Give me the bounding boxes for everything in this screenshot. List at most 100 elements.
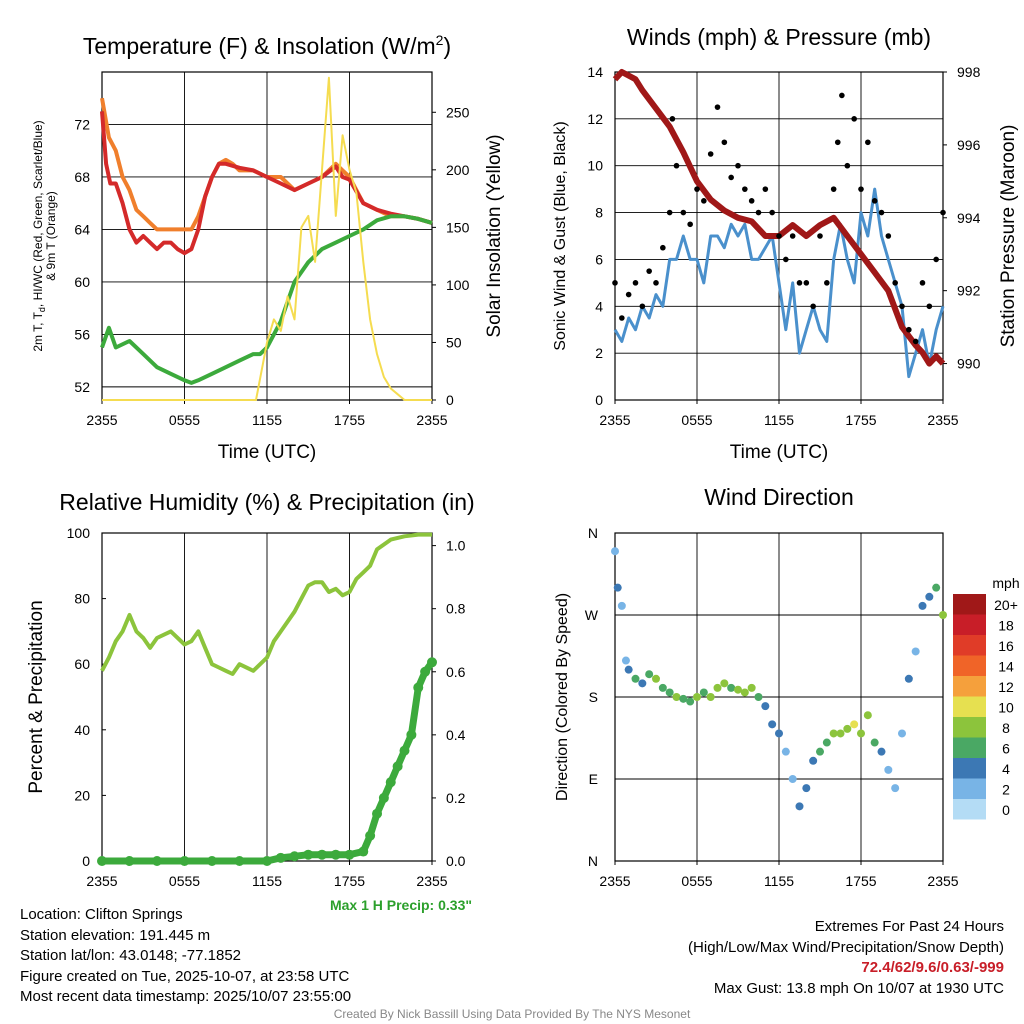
legend-swatch: [953, 594, 986, 615]
gust-point: [803, 280, 810, 286]
x-tick-label: 0555: [681, 873, 712, 889]
precip-point: [406, 729, 417, 740]
y-tick-label: 2: [595, 345, 603, 361]
direction-point: [645, 670, 654, 679]
gust-point: [912, 338, 919, 345]
y-tick-label: 100: [67, 525, 91, 541]
extremes-values: 72.4/62/9.6/0.63/-999: [861, 959, 1004, 976]
direction-point: [775, 729, 783, 738]
y2-tick-label: 0.6: [446, 664, 466, 680]
precip-point: [179, 856, 190, 866]
legend-swatch: [953, 778, 986, 799]
gust-point: [834, 139, 841, 146]
legend-swatch: [953, 676, 986, 697]
direction-point: [822, 738, 831, 747]
precip-point: [378, 792, 389, 803]
series-line-td: [100, 214, 433, 385]
gust-point: [735, 162, 741, 169]
gust-point: [632, 280, 639, 286]
gust-point: [714, 104, 721, 110]
direction-point: [829, 729, 838, 738]
direction-point: [740, 688, 749, 697]
direction-point: [621, 656, 630, 665]
y-axis-label: Sonic Wind & Gust (Blue, Black): [552, 121, 569, 350]
direction-point: [713, 683, 722, 692]
gust-point: [796, 280, 803, 286]
created-text: Figure created on Tue, 2025-10-07, at 23…: [20, 967, 350, 985]
precip-point: [420, 666, 431, 677]
precip-point: [275, 852, 286, 863]
legend-label: 4: [1002, 761, 1010, 777]
precip-point: [358, 846, 369, 857]
x-tick-label: 2355: [599, 873, 630, 889]
direction-point: [747, 683, 756, 692]
y-tick-label: 60: [74, 656, 90, 672]
precip-point: [385, 777, 396, 788]
direction-point: [617, 601, 626, 610]
precip-point: [234, 856, 245, 866]
direction-point: [925, 592, 934, 601]
chart-title: Relative Humidity (%) & Precipitation (i…: [59, 489, 474, 515]
direction-point: [706, 693, 715, 701]
x-tick-label: 2355: [416, 873, 447, 889]
gust-point: [755, 209, 762, 216]
direction-point: [652, 674, 660, 683]
precip-point: [262, 856, 272, 866]
legend-label: 6: [1002, 741, 1010, 757]
direction-point: [857, 729, 865, 738]
gust-point: [933, 256, 939, 263]
gust-point: [707, 151, 714, 157]
legend-label: 0: [1002, 802, 1010, 818]
direction-point: [699, 688, 708, 697]
y2-axis-label: Solar Insolation (Yellow): [484, 134, 505, 337]
y-tick-label: 12: [587, 111, 603, 127]
legend-title: mph: [992, 575, 1019, 591]
gust-point: [680, 209, 687, 216]
x-axis-label: Time (UTC): [730, 442, 829, 463]
x-tick-label: 1755: [845, 412, 876, 428]
winds-panel: 0 2 4 6 8 10 12 14 990 992 994 996 998 2355 0555 1155 17…: [552, 24, 1019, 463]
y2-tick-label: 994: [957, 210, 981, 226]
direction-point: [686, 697, 695, 706]
legend-label: 12: [998, 679, 1014, 695]
extremes-subtitle: (High/Low/Max Wind/Precipitation/Snow De…: [688, 938, 1004, 956]
gust-point: [892, 280, 898, 286]
precip-point: [152, 856, 162, 866]
gust-point: [625, 291, 632, 298]
y2-tick-label: 0.2: [446, 790, 466, 806]
gust-point: [871, 198, 878, 204]
y2-tick-label: 0.8: [446, 601, 466, 617]
y-tick-label: 72: [74, 116, 90, 132]
direction-point: [891, 784, 900, 793]
gust-point: [926, 303, 933, 310]
direction-point: [781, 747, 790, 756]
gust-point: [653, 280, 659, 286]
precip-point: [124, 856, 135, 866]
y2-tick-label: 100: [446, 277, 470, 293]
y-tick-label: 8: [595, 205, 603, 221]
legend-swatch: [953, 758, 986, 779]
direction-point: [624, 665, 633, 674]
gust-point: [728, 174, 734, 181]
direction-point: [816, 747, 824, 756]
credit-text: Created By Nick Bassill Using Data Provi…: [333, 1007, 691, 1021]
y2-tick-label: 0: [446, 392, 454, 408]
x-tick-label: 2355: [927, 412, 958, 428]
y2-tick-label: 992: [957, 283, 981, 299]
gust-point: [817, 233, 823, 239]
legend-label: 14: [998, 659, 1014, 675]
y-tick-label: N: [588, 853, 598, 869]
gust-point: [906, 326, 912, 333]
station-metadata: Location: Clifton Springs Station elevat…: [20, 905, 351, 1008]
location-text: Location: Clifton Springs: [20, 906, 183, 923]
y-tick-label: 0: [82, 853, 90, 869]
y-tick-label: 0: [595, 392, 603, 408]
gust-point: [844, 162, 851, 169]
gust-point: [830, 186, 837, 192]
temperature-panel: 52 56 60 64 68 72 0 50 100 150 200 250 2355 0555 1155 1…: [31, 32, 505, 463]
latlon-text: Station lat/lon: 43.0148; -77.1852: [20, 947, 242, 964]
y2-tick-label: 1.0: [446, 538, 466, 554]
gust-point: [899, 303, 905, 310]
series-line-wind: [613, 187, 945, 379]
